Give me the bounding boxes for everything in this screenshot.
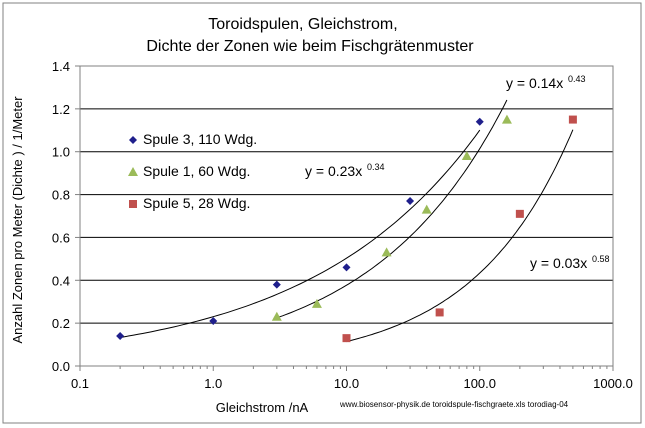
data-point <box>501 114 512 124</box>
equation-spule-5-exponent: 0.58 <box>592 254 610 264</box>
y-axis-ticks: 0.0 0.2 0.4 0.6 0.8 1.0 1.2 1.4 <box>52 59 80 374</box>
data-point <box>311 298 322 308</box>
equation-spule-5-base: y = 0.03x <box>530 255 587 271</box>
data-point <box>342 263 351 272</box>
y-tick-label: 1.0 <box>52 145 70 160</box>
gridlines <box>80 108 613 324</box>
equation-spule-1-base: y = 0.14x <box>506 75 563 91</box>
legend-marker <box>128 167 138 176</box>
legend-marker-spule-3 <box>129 136 137 144</box>
chart-title-line-2: Dichte der Zonen wie beim Fischgrätenmus… <box>146 38 474 55</box>
legend-marker-spule-1 <box>128 167 138 176</box>
data-points <box>116 114 577 343</box>
equation-spule-3-exponent: 0.34 <box>367 162 385 172</box>
x-axis-ticks: 0.1 1.0 10.0 100.0 1000.0 <box>71 366 633 391</box>
legend-marker <box>129 136 137 144</box>
x-tick-label: 10.0 <box>334 376 359 391</box>
data-point <box>116 332 125 340</box>
legend-label-spule-5: Spule 5, 28 Wdg. <box>143 195 250 211</box>
legend: Spule 3, 110 Wdg. Spule 1, 60 Wdg. Spule… <box>128 131 257 211</box>
x-tick-label: 1.0 <box>204 376 222 391</box>
data-point <box>271 311 282 321</box>
y-tick-label: 1.2 <box>52 102 70 117</box>
legend-marker-spule-5 <box>129 200 137 208</box>
data-point <box>461 151 472 160</box>
source-credit: www.biosensor-physik.de toroidspule-fisc… <box>339 400 569 409</box>
data-point <box>475 117 484 126</box>
chart-title-line-1: Toroidspulen, Gleichstrom, <box>208 16 397 33</box>
data-point <box>421 204 432 214</box>
y-axis-label: Anzahl Zonen pro Meter (Dichte ) / 1/Met… <box>10 96 25 344</box>
data-point <box>381 247 392 257</box>
equation-spule-1: y = 0.14x 0.43 <box>506 74 586 91</box>
legend-label-spule-3: Spule 3, 110 Wdg. <box>143 131 257 147</box>
chart-frame <box>2 2 642 424</box>
data-point <box>209 317 218 325</box>
y-tick-label: 1.4 <box>52 59 70 74</box>
data-point <box>272 280 281 289</box>
y-tick-label: 0.2 <box>52 316 70 331</box>
trendline <box>276 99 508 319</box>
data-point <box>406 197 415 205</box>
y-tick-label: 0.8 <box>52 188 70 203</box>
x-axis-label: Gleichstrom /nA <box>216 400 309 415</box>
data-point <box>515 209 524 218</box>
equation-spule-3: y = 0.23x 0.34 <box>305 162 385 179</box>
trendline <box>346 129 574 343</box>
y-tick-label: 0.4 <box>52 273 70 288</box>
legend-label-spule-1: Spule 1, 60 Wdg. <box>143 163 250 179</box>
data-point <box>342 334 351 343</box>
data-point <box>568 115 577 124</box>
y-tick-label: 0.6 <box>52 230 70 245</box>
x-tick-label: 100.0 <box>463 376 496 391</box>
equation-spule-3-base: y = 0.23x <box>305 163 362 179</box>
x-tick-label: 1000.0 <box>593 376 633 391</box>
data-point <box>435 308 444 317</box>
legend-marker <box>129 200 137 208</box>
equation-spule-1-exponent: 0.43 <box>568 74 586 84</box>
equation-spule-5: y = 0.03x 0.58 <box>530 254 610 271</box>
trendline <box>120 129 481 338</box>
y-tick-label: 0.0 <box>52 359 70 374</box>
trendlines <box>120 99 574 343</box>
x-tick-label: 0.1 <box>71 376 89 391</box>
